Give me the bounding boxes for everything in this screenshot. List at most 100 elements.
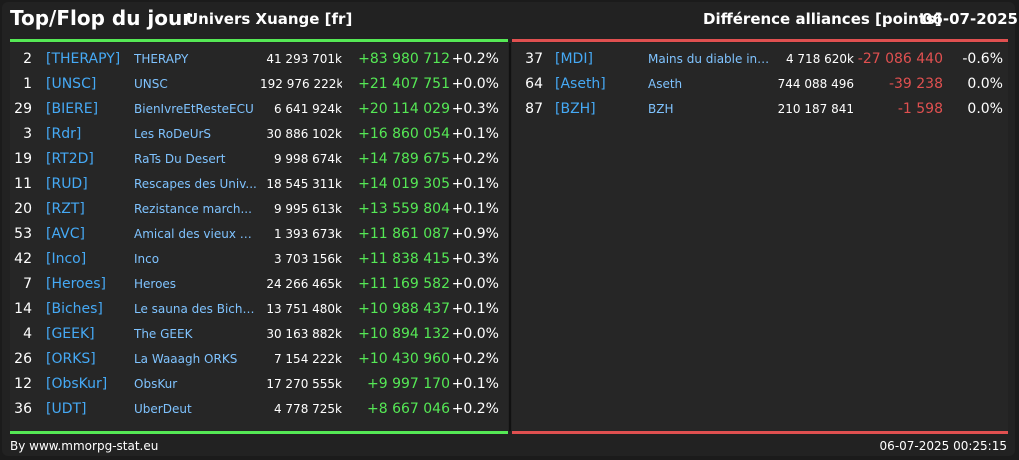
points-difference: +10 894 132 [358, 326, 450, 342]
alliance-tag-link[interactable]: [UDT] [46, 401, 87, 417]
alliance-rank: 19 [14, 151, 32, 167]
alliance-name-link[interactable]: Rescapes des Univ... [134, 177, 257, 191]
points-difference: +14 019 305 [358, 176, 450, 192]
points-difference: +11 838 415 [358, 251, 450, 267]
alliance-name-link[interactable]: BZH [648, 102, 674, 116]
percent-change: 0.0% [967, 101, 1003, 117]
top-row: 26 [ORKS] La Waaagh ORKS 7 154 222k +10 430 … [10, 347, 508, 372]
top-row: 12 [ObsKur] ObsKur 17 270 555k +9 997 170 +0.… [10, 372, 508, 397]
percent-change: +0.0% [451, 276, 499, 292]
alliance-name-link[interactable]: Amical des vieux co... [134, 227, 258, 241]
alliance-name-link[interactable]: ObsKur [134, 377, 178, 391]
points-difference: -39 238 [888, 76, 943, 92]
top-row: 1 [UNSC] UNSC 192 976 222k +21 407 751 +0.0% [10, 72, 508, 97]
alliance-tag-link[interactable]: [MDI] [555, 51, 593, 67]
top-separator-line [10, 39, 508, 42]
alliance-rank: 64 [525, 76, 543, 92]
alliance-rank: 42 [14, 251, 32, 267]
points-difference: +83 980 712 [358, 51, 450, 67]
alliance-tag-link[interactable]: [BIERE] [46, 101, 99, 117]
percent-change: +0.2% [451, 401, 499, 417]
alliance-tag-link[interactable]: [AVC] [46, 226, 85, 242]
alliance-points: 192 976 222k [260, 77, 342, 91]
flop-panel: 37 [MDI] Mains du diable inco... 4 718 620k… [512, 43, 1008, 431]
top-row: 19 [RT2D] RaTs Du Desert 9 998 674k +14 789 … [10, 147, 508, 172]
alliance-tag-link[interactable]: [BZH] [555, 101, 596, 117]
alliance-name-link[interactable]: Le sauna des Biche... [134, 302, 258, 316]
top-row: 11 [RUD] Rescapes des Univ... 18 545 311k +1… [10, 172, 508, 197]
top-bottom-line [10, 431, 508, 434]
alliance-tag-link[interactable]: [ObsKur] [46, 376, 108, 392]
alliance-rank: 14 [14, 301, 32, 317]
top-row: 20 [RZT] Rezistance march... 9 995 613k +13 … [10, 197, 508, 222]
alliance-rank: 7 [23, 276, 32, 292]
points-difference: +9 997 170 [367, 376, 450, 392]
points-difference: +10 988 437 [358, 301, 450, 317]
alliance-points: 17 270 555k [266, 377, 342, 391]
alliance-tag-link[interactable]: [RT2D] [46, 151, 94, 167]
source-label: By www.mmorpg-stat.eu [10, 439, 159, 453]
points-difference: -27 086 440 [857, 51, 943, 67]
percent-change: +0.2% [451, 351, 499, 367]
percent-change: +0.9% [451, 226, 499, 242]
timestamp-label: 06-07-2025 00:25:15 [879, 439, 1007, 453]
alliance-tag-link[interactable]: [Biches] [46, 301, 103, 317]
percent-change: +0.1% [451, 126, 499, 142]
alliance-tag-link[interactable]: [THERAPY] [46, 51, 121, 67]
flop-separator-line [512, 39, 1008, 42]
top-row: 2 [THERAPY] THERAPY 41 293 701k +83 980 712 +… [10, 47, 508, 72]
alliance-name-link[interactable]: UberDeut [134, 402, 192, 416]
points-difference: +16 860 054 [358, 126, 450, 142]
alliance-tag-link[interactable]: [Rdr] [46, 126, 82, 142]
percent-change: +0.0% [451, 326, 499, 342]
alliance-tag-link[interactable]: [Aseth] [555, 76, 606, 92]
category-label: Différence alliances [points] [703, 10, 942, 28]
alliance-tag-link[interactable]: [RZT] [46, 201, 85, 217]
alliance-name-link[interactable]: UNSC [134, 77, 168, 91]
alliance-tag-link[interactable]: [Heroes] [46, 276, 106, 292]
alliance-name-link[interactable]: Rezistance march... [134, 202, 252, 216]
top-row: 7 [Heroes] Heroes 24 266 465k +11 169 582 +0.… [10, 272, 508, 297]
percent-change: -0.6% [962, 51, 1003, 67]
top-panel: 2 [THERAPY] THERAPY 41 293 701k +83 980 712 +… [10, 43, 508, 431]
alliance-rank: 3 [23, 126, 32, 142]
percent-change: +0.2% [451, 51, 499, 67]
alliance-rank: 12 [14, 376, 32, 392]
percent-change: +0.1% [451, 176, 499, 192]
points-difference: +14 789 675 [358, 151, 450, 167]
page-title: Top/Flop du jour [10, 6, 193, 30]
top-row: 3 [Rdr] Les RoDeUrS 30 886 102k +16 860 054 +… [10, 122, 508, 147]
alliance-name-link[interactable]: RaTs Du Desert [134, 152, 226, 166]
alliance-rank: 4 [23, 326, 32, 342]
alliance-points: 4 718 620k [785, 52, 854, 66]
top-row: 29 [BIERE] BienIvreEtResteECU 6 641 924k +20… [10, 97, 508, 122]
alliance-name-link[interactable]: Aseth [648, 77, 683, 91]
flop-row: 87 [BZH] BZH 210 187 841 -1 598 0.0% [512, 97, 1008, 122]
panel-divider [509, 43, 511, 431]
alliance-tag-link[interactable]: [ORKS] [46, 351, 96, 367]
alliance-points: 7 154 222k [273, 352, 342, 366]
alliance-name-link[interactable]: BienIvreEtResteECU [134, 102, 254, 116]
alliance-tag-link[interactable]: [RUD] [46, 176, 88, 192]
alliance-name-link[interactable]: Mains du diable inco... [648, 52, 774, 66]
alliance-rank: 87 [525, 101, 543, 117]
percent-change: 0.0% [967, 76, 1003, 92]
points-difference: -1 598 [897, 101, 943, 117]
alliance-tag-link[interactable]: [Inco] [46, 251, 87, 267]
alliance-tag-link[interactable]: [UNSC] [46, 76, 97, 92]
alliance-name-link[interactable]: Inco [134, 252, 160, 266]
alliance-name-link[interactable]: THERAPY [134, 52, 189, 66]
alliance-rank: 37 [525, 51, 543, 67]
percent-change: +0.1% [451, 201, 499, 217]
points-difference: +13 559 804 [358, 201, 450, 217]
percent-change: +0.3% [451, 101, 499, 117]
alliance-name-link[interactable]: The GEEK [134, 327, 193, 341]
alliance-rank: 53 [14, 226, 32, 242]
alliance-name-link[interactable]: La Waaagh ORKS [134, 352, 238, 366]
alliance-tag-link[interactable]: [GEEK] [46, 326, 95, 342]
alliance-rank: 36 [14, 401, 32, 417]
alliance-name-link[interactable]: Les RoDeUrS [134, 127, 212, 141]
top-row: 36 [UDT] UberDeut 4 778 725k +8 667 046 +0.2% [10, 397, 508, 422]
alliance-points: 1 393 673k [273, 227, 342, 241]
alliance-name-link[interactable]: Heroes [134, 277, 177, 291]
